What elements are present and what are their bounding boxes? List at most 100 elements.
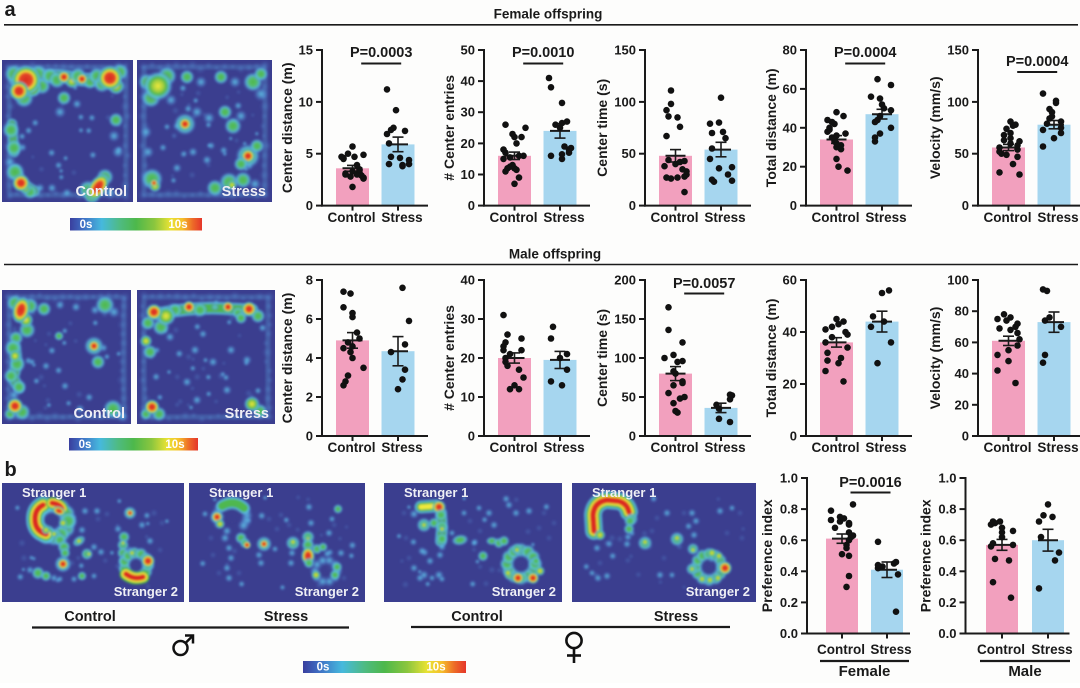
svg-text:40: 40 bbox=[461, 74, 475, 89]
svg-text:60: 60 bbox=[783, 81, 797, 96]
svg-text:8: 8 bbox=[306, 273, 313, 288]
svg-text:0: 0 bbox=[629, 198, 636, 213]
svg-text:Stress: Stress bbox=[543, 210, 584, 225]
svg-text:0: 0 bbox=[306, 198, 313, 213]
svg-text:100: 100 bbox=[614, 94, 636, 109]
svg-text:0: 0 bbox=[306, 429, 313, 444]
svg-text:Center time (s): Center time (s) bbox=[594, 79, 610, 177]
svg-text:Stranger 1: Stranger 1 bbox=[209, 485, 273, 500]
svg-text:5: 5 bbox=[306, 146, 313, 161]
svg-text:0.2: 0.2 bbox=[938, 595, 956, 610]
svg-text:Control: Control bbox=[651, 440, 699, 455]
svg-text:Stress: Stress bbox=[264, 609, 308, 625]
svg-text:6: 6 bbox=[306, 312, 313, 327]
svg-text:Control: Control bbox=[812, 210, 860, 225]
svg-text:Control: Control bbox=[451, 609, 503, 625]
svg-text:0: 0 bbox=[790, 429, 797, 444]
svg-text:80: 80 bbox=[955, 304, 969, 319]
svg-text:Control: Control bbox=[651, 210, 699, 225]
svg-text:50: 50 bbox=[622, 390, 636, 405]
svg-text:P=0.0057: P=0.0057 bbox=[673, 276, 736, 292]
svg-text:Stress: Stress bbox=[865, 210, 906, 225]
svg-text:Stress: Stress bbox=[381, 440, 422, 455]
svg-text:10s: 10s bbox=[165, 439, 184, 451]
svg-text:Control: Control bbox=[328, 440, 376, 455]
svg-text:Control: Control bbox=[812, 440, 860, 455]
svg-text:10: 10 bbox=[461, 167, 475, 182]
svg-text:15: 15 bbox=[299, 43, 313, 58]
svg-text:0: 0 bbox=[962, 429, 969, 444]
svg-text:20: 20 bbox=[955, 397, 969, 412]
svg-text:Control: Control bbox=[64, 609, 116, 625]
svg-text:100: 100 bbox=[947, 273, 969, 288]
svg-text:Preference index: Preference index bbox=[759, 499, 775, 612]
svg-text:# Center entries: # Center entries bbox=[441, 305, 457, 411]
svg-text:Stranger 1: Stranger 1 bbox=[592, 485, 656, 500]
svg-text:0s: 0s bbox=[79, 439, 92, 451]
svg-text:20: 20 bbox=[461, 351, 475, 366]
svg-text:150: 150 bbox=[614, 312, 636, 327]
svg-text:0.2: 0.2 bbox=[780, 595, 798, 610]
svg-text:Stress: Stress bbox=[225, 406, 269, 422]
svg-text:0.8: 0.8 bbox=[780, 502, 798, 517]
svg-text:Control: Control bbox=[984, 210, 1032, 225]
svg-text:40: 40 bbox=[783, 120, 797, 135]
svg-text:50: 50 bbox=[955, 146, 969, 161]
svg-text:Male offspring: Male offspring bbox=[509, 247, 601, 262]
svg-text:0.8: 0.8 bbox=[938, 502, 956, 517]
svg-text:0: 0 bbox=[468, 429, 475, 444]
svg-text:# Center entries: # Center entries bbox=[441, 75, 457, 181]
svg-text:Control: Control bbox=[817, 642, 865, 657]
svg-text:0.6: 0.6 bbox=[780, 533, 798, 548]
svg-text:40: 40 bbox=[783, 325, 797, 340]
svg-text:40: 40 bbox=[461, 273, 475, 288]
svg-text:Stress: Stress bbox=[381, 210, 422, 225]
svg-text:Total distance (m): Total distance (m) bbox=[763, 299, 779, 418]
svg-text:P=0.0004: P=0.0004 bbox=[834, 45, 897, 61]
svg-text:200: 200 bbox=[614, 273, 636, 288]
svg-text:60: 60 bbox=[955, 335, 969, 350]
svg-text:P=0.0004: P=0.0004 bbox=[1006, 54, 1069, 70]
svg-text:100: 100 bbox=[947, 94, 969, 109]
svg-text:Stress: Stress bbox=[1037, 440, 1078, 455]
svg-text:Velocity (mm/s): Velocity (mm/s) bbox=[927, 307, 943, 410]
svg-text:Stranger 1: Stranger 1 bbox=[404, 485, 468, 500]
svg-text:Stress: Stress bbox=[1037, 210, 1078, 225]
svg-text:0: 0 bbox=[962, 198, 969, 213]
svg-text:P=0.0016: P=0.0016 bbox=[839, 475, 902, 491]
svg-text:1.0: 1.0 bbox=[780, 471, 798, 486]
svg-text:Stranger 1: Stranger 1 bbox=[22, 485, 86, 500]
svg-text:10s: 10s bbox=[426, 661, 445, 673]
svg-text:Stress: Stress bbox=[870, 642, 911, 657]
svg-text:0s: 0s bbox=[317, 661, 330, 673]
svg-text:10: 10 bbox=[461, 390, 475, 405]
svg-text:Stranger 2: Stranger 2 bbox=[686, 584, 750, 599]
svg-text:Control: Control bbox=[328, 210, 376, 225]
svg-text:Stress: Stress bbox=[865, 440, 906, 455]
svg-text:Velocity (mm/s): Velocity (mm/s) bbox=[927, 76, 943, 179]
svg-text:150: 150 bbox=[614, 43, 636, 58]
svg-text:0: 0 bbox=[790, 198, 797, 213]
svg-text:Center distance (m): Center distance (m) bbox=[279, 62, 295, 193]
svg-text:Preference index: Preference index bbox=[918, 499, 934, 612]
svg-text:Stranger 2: Stranger 2 bbox=[492, 584, 556, 599]
svg-text:Female: Female bbox=[839, 663, 891, 680]
svg-text:10s: 10s bbox=[168, 219, 187, 231]
svg-text:P=0.0003: P=0.0003 bbox=[350, 45, 413, 61]
svg-text:Stress: Stress bbox=[704, 210, 745, 225]
svg-text:30: 30 bbox=[461, 105, 475, 120]
svg-text:Stress: Stress bbox=[654, 609, 698, 625]
svg-text:Stress: Stress bbox=[543, 440, 584, 455]
svg-text:20: 20 bbox=[783, 377, 797, 392]
svg-text:Stress: Stress bbox=[1031, 642, 1072, 657]
svg-text:Stranger 2: Stranger 2 bbox=[114, 584, 178, 599]
svg-text:Total distance (m): Total distance (m) bbox=[763, 68, 779, 187]
svg-text:0: 0 bbox=[468, 198, 475, 213]
svg-text:50: 50 bbox=[622, 146, 636, 161]
svg-text:20: 20 bbox=[461, 136, 475, 151]
svg-text:Control: Control bbox=[75, 184, 127, 200]
svg-text:a: a bbox=[5, 0, 17, 21]
svg-text:0.4: 0.4 bbox=[938, 564, 957, 579]
svg-text:Control: Control bbox=[984, 440, 1032, 455]
svg-text:Stress: Stress bbox=[222, 184, 266, 200]
